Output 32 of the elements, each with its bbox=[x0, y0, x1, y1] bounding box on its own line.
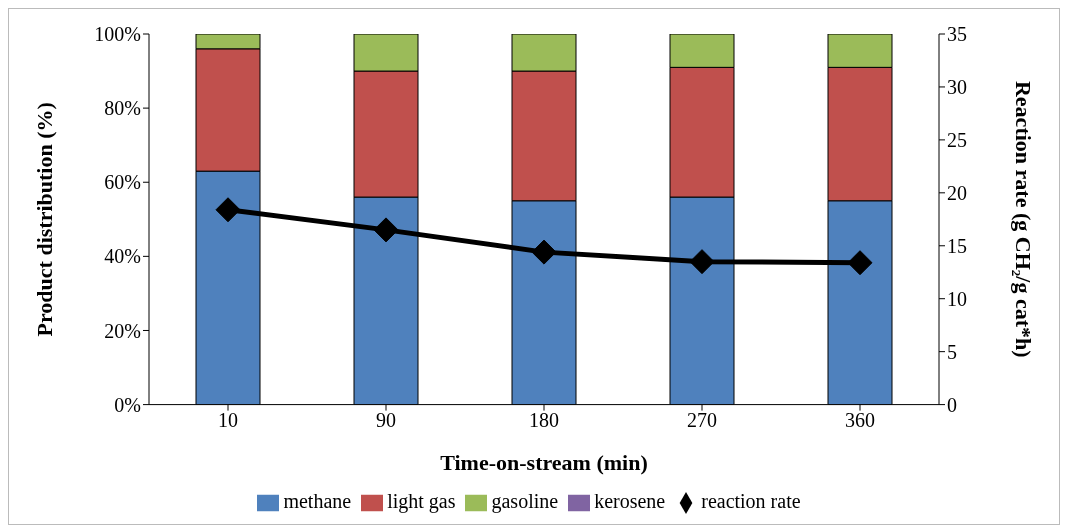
y2-tick-label: 25 bbox=[947, 128, 967, 151]
x-axis-title: Time-on-stream (min) bbox=[440, 449, 648, 475]
y-tick-label: 60% bbox=[104, 171, 141, 194]
y2-tick-label: 5 bbox=[947, 340, 957, 363]
legend-label: light gas bbox=[387, 489, 456, 512]
point bbox=[847, 250, 873, 276]
point bbox=[689, 249, 715, 275]
y2-tick-label: 0 bbox=[947, 393, 957, 416]
y2-tick-label: 10 bbox=[947, 287, 967, 310]
legend-label: kerosene bbox=[594, 489, 666, 512]
x-tick-label: 10 bbox=[218, 408, 238, 431]
point bbox=[531, 239, 557, 265]
x-tick-label: 270 bbox=[687, 408, 717, 431]
x-tick-label: 180 bbox=[529, 408, 559, 431]
y2-tick-label: 35 bbox=[947, 23, 967, 46]
y-tick-label: 100% bbox=[94, 23, 141, 46]
y-tick-label: 20% bbox=[104, 319, 141, 342]
y2-tick-label: 30 bbox=[947, 76, 967, 99]
y-tick-label: 0% bbox=[114, 393, 141, 416]
point bbox=[373, 217, 399, 243]
x-tick-label: 90 bbox=[376, 408, 396, 431]
y2-tick-label: 15 bbox=[947, 234, 967, 257]
y-tick-label: 80% bbox=[104, 97, 141, 120]
y2-axis-title: Reaction rate (g CH₂/g cat*h) bbox=[1011, 80, 1037, 358]
legend-label: gasoline bbox=[491, 489, 559, 512]
y2-tick-label: 20 bbox=[947, 181, 967, 204]
y-axis-title: Product distribution (%) bbox=[31, 102, 57, 337]
point bbox=[215, 197, 241, 223]
x-tick-label: 360 bbox=[845, 408, 875, 431]
legend-label: reaction rate bbox=[701, 489, 801, 512]
legend-label: methane bbox=[283, 489, 352, 512]
y-tick-label: 40% bbox=[104, 245, 141, 268]
